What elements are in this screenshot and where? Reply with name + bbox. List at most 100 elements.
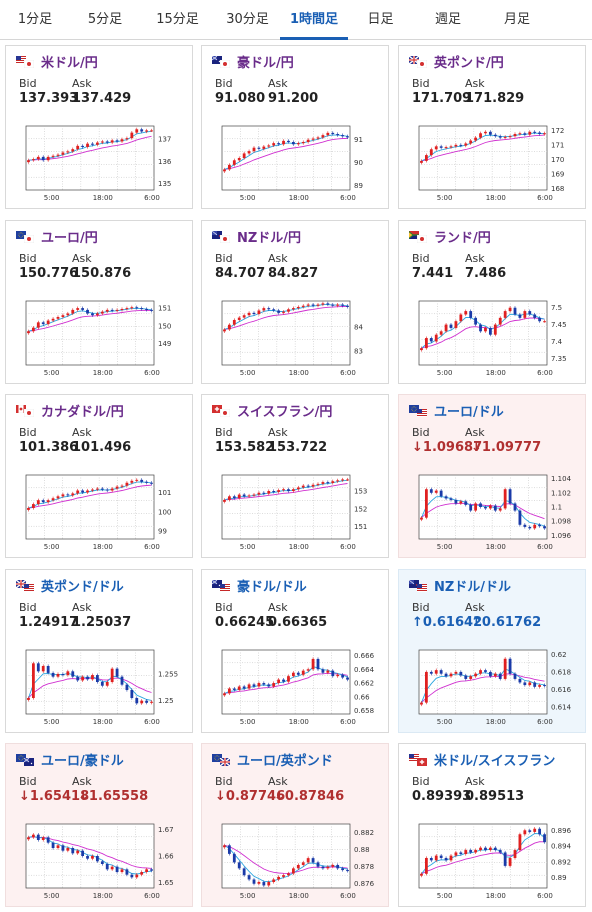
currency-card[interactable]: ユーロ/豪ドル Bid Ask ↓1.65418 ↓1.65558 1.67 1.66 1.6…: [5, 743, 193, 907]
currency-card[interactable]: NZドル/円 Bid Ask 84.707 84.827 84 83 5:00 18:00 6:0…: [201, 220, 389, 384]
tab-2[interactable]: 15分足: [156, 12, 199, 27]
price-chart[interactable]: 84 83 5:00 18:00 6:00: [214, 297, 378, 381]
currency-flags-icon: [212, 405, 230, 417]
candlestick: [296, 141, 300, 146]
x-tick-label: 18:00: [486, 369, 506, 377]
y-tick-label: 1.66: [158, 853, 174, 861]
tab-3[interactable]: 30分足: [226, 12, 269, 27]
candlestick: [533, 130, 537, 135]
price-chart[interactable]: 1.104 1.102 1.1 1.098 1.096 5:00 18:00 6:00: [411, 471, 575, 555]
tab-0[interactable]: 1分足: [17, 12, 53, 27]
currency-card[interactable]: 豪ドル/ドル Bid Ask 0.66245 0.66365 0.666 0.664 0.66…: [201, 569, 389, 733]
price-chart[interactable]: 172 171 170 169 168 5:00 18:00 6:00: [411, 122, 575, 206]
candlestick: [95, 140, 99, 147]
candlestick: [538, 827, 542, 836]
ask-price: 150.876: [72, 266, 131, 281]
currency-flags-icon: [16, 754, 34, 766]
price-chart[interactable]: 1.67 1.66 1.65 5:00 18:00 6:00: [18, 820, 182, 904]
x-tick-label: 6:00: [537, 369, 553, 377]
tab-1[interactable]: 5分足: [87, 12, 123, 27]
long-moving-average-line: [224, 672, 348, 694]
currency-card[interactable]: 豪ドル/円 Bid Ask 91.080 91.200 91 90 89 5:00 18:00 6:…: [201, 45, 389, 209]
pair-name[interactable]: ユーロ/英ポンド: [237, 754, 333, 769]
pair-name[interactable]: ランド/円: [434, 231, 491, 246]
pair-name[interactable]: 米ドル/円: [41, 56, 98, 71]
candlestick: [41, 498, 45, 504]
candlestick: [503, 135, 507, 140]
pair-name[interactable]: スイスフラン/円: [237, 405, 333, 420]
pair-name[interactable]: 豪ドル/円: [237, 56, 294, 71]
candlestick: [528, 130, 532, 137]
candlestick: [311, 856, 315, 864]
candlestick: [115, 138, 119, 144]
bid-label: Bid: [215, 426, 233, 439]
ask-value: 0.61762: [481, 615, 542, 630]
candlestick: [538, 523, 542, 528]
bid-value: 153.582: [215, 440, 275, 455]
currency-card[interactable]: 英ポンド/ドル Bid Ask 1.24917 1.25037 1.255 1.25 5:00…: [5, 569, 193, 733]
candlestick: [464, 141, 468, 148]
candlestick: [449, 144, 453, 149]
candlestick: [291, 866, 295, 876]
arrow-down-icon: ↓: [412, 440, 423, 455]
currency-card[interactable]: カナダドル/円 Bid Ask 101.386 101.496 101 100 99 5:00 1…: [5, 394, 193, 558]
pair-name[interactable]: NZドル/円: [237, 231, 302, 246]
pair-name[interactable]: 豪ドル/ドル: [237, 580, 307, 595]
pair-name[interactable]: ユーロ/豪ドル: [41, 754, 124, 769]
pair-name[interactable]: 英ポンド/円: [434, 56, 504, 71]
tab-4[interactable]: 1時間足: [280, 0, 348, 40]
candlestick: [493, 846, 497, 852]
currency-card[interactable]: スイスフラン/円 Bid Ask 153.582 153.722 153 152 151 5:0…: [201, 394, 389, 558]
candlestick: [287, 674, 290, 684]
bid-price: ↑0.61642: [412, 615, 482, 630]
price-chart[interactable]: 7.5 7.45 7.4 7.35 5:00 18:00 6:00: [411, 297, 575, 381]
candlestick: [508, 306, 512, 313]
currency-card[interactable]: ユーロ/英ポンド Bid Ask ↓0.87746 ↓0.87846 0.882 0.88 0…: [201, 743, 389, 907]
candlestick: [61, 313, 65, 319]
price-chart[interactable]: 153 152 151 5:00 18:00 6:00: [214, 471, 378, 555]
pair-name[interactable]: NZドル/ドル: [434, 580, 512, 595]
candlestick: [518, 832, 522, 852]
tab-5[interactable]: 日足: [367, 12, 394, 27]
candlestick: [31, 661, 35, 700]
currency-card[interactable]: ユーロ/ドル Bid Ask ↓1.09687 ↓1.09777 1.104 1.102 1.…: [398, 394, 586, 558]
currency-card[interactable]: 米ドル/円 Bid Ask 137.393 137.429 137 136 135 5:00 18…: [5, 45, 193, 209]
currency-card[interactable]: 英ポンド/円 Bid Ask 171.709 171.829 172 171 170 169 16…: [398, 45, 586, 209]
tab-7[interactable]: 月足: [503, 12, 530, 27]
price-chart[interactable]: 0.666 0.664 0.662 0.66 0.658 5:00 18:00 6:00: [214, 646, 378, 730]
y-tick-label: 168: [551, 185, 564, 193]
candlestick: [100, 680, 104, 688]
price-chart[interactable]: 0.896 0.894 0.892 0.89 5:00 18:00 6:00: [411, 820, 575, 904]
pair-name[interactable]: ユーロ/円: [41, 231, 98, 246]
candlestick: [434, 854, 438, 862]
y-tick-label: 151: [158, 305, 171, 313]
bid-label: Bid: [412, 775, 430, 788]
currency-card[interactable]: 米ドル/スイスフラン Bid Ask 0.89393 0.89513 0.896 0.894…: [398, 743, 586, 907]
price-chart[interactable]: 0.882 0.88 0.878 0.876 5:00 18:00 6:00: [214, 820, 378, 904]
candlestick: [429, 856, 433, 862]
pair-name[interactable]: ユーロ/ドル: [434, 405, 504, 420]
candlestick: [91, 487, 94, 493]
pair-name[interactable]: 英ポンド/ドル: [41, 580, 124, 595]
x-tick-label: 5:00: [437, 543, 453, 551]
pair-name[interactable]: カナダドル/円: [41, 405, 124, 420]
currency-card[interactable]: ユーロ/円 Bid Ask 150.776 150.876 151 150 149 5:00 18…: [5, 220, 193, 384]
price-chart[interactable]: 0.62 0.618 0.616 0.614 5:00 18:00 6:00: [411, 646, 575, 730]
candlestick: [444, 322, 448, 333]
candlestick: [533, 827, 537, 834]
candlestick: [105, 862, 109, 871]
price-chart[interactable]: 101 100 99 5:00 18:00 6:00: [18, 471, 182, 555]
price-chart[interactable]: 91 90 89 5:00 18:00 6:00: [214, 122, 378, 206]
candlestick: [145, 128, 149, 134]
price-chart[interactable]: 1.255 1.25 5:00 18:00 6:00: [18, 646, 182, 730]
tab-6[interactable]: 週足: [434, 12, 461, 27]
y-tick-label: 91: [354, 136, 363, 144]
candlestick: [454, 319, 458, 330]
y-tick-label: 152: [354, 505, 367, 513]
currency-card[interactable]: NZドル/ドル Bid Ask ↑0.61642 ↑0.61762 0.62 0.618 0.…: [398, 569, 586, 733]
price-chart[interactable]: 151 150 149 5:00 18:00 6:00: [18, 297, 182, 381]
currency-card[interactable]: ランド/円 Bid Ask 7.441 7.486 7.5 7.45 7.4 7.35 5:00 1…: [398, 220, 586, 384]
price-chart[interactable]: 137 136 135 5:00 18:00 6:00: [18, 122, 182, 206]
candlestick: [140, 306, 144, 311]
pair-name[interactable]: 米ドル/スイスフラン: [434, 754, 556, 769]
